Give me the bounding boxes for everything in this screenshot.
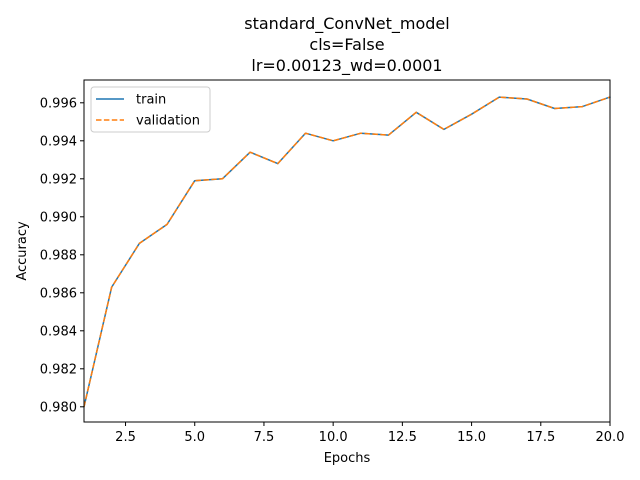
title-line-2: cls=False [309, 35, 384, 54]
x-axis-label: Epochs [324, 451, 371, 466]
chart-title: standard_ConvNet_model cls=False lr=0.00… [244, 14, 449, 76]
y-tick-label: 0.986 [40, 286, 77, 301]
x-tick-label: 10.0 [319, 430, 348, 445]
y-axis-label: Accuracy [15, 221, 30, 281]
y-tick-label: 0.992 [40, 172, 77, 187]
legend-label-train: train [136, 93, 166, 108]
plot-area [83, 79, 611, 423]
x-tick-label: 12.5 [388, 430, 417, 445]
x-axis: 2.5 5.0 7.5 10.0 12.5 15.0 17.5 20.0 [115, 422, 624, 445]
y-tick-label: 0.994 [40, 134, 77, 149]
y-tick-label: 0.984 [40, 324, 77, 339]
series-line-train [83, 96, 611, 408]
y-tick-label: 0.988 [40, 248, 77, 263]
x-tick-label: 7.5 [254, 430, 275, 445]
x-tick-label: 15.0 [457, 430, 486, 445]
plot-frame [83, 79, 611, 423]
y-tick-label: 0.990 [40, 210, 77, 225]
legend-label-validation: validation [136, 114, 200, 129]
title-line-3: lr=0.00123_wd=0.0001 [251, 56, 442, 76]
x-tick-label: 2.5 [115, 430, 136, 445]
title-line-1: standard_ConvNet_model [244, 14, 449, 34]
y-axis: 0.980 0.982 0.984 0.986 0.988 0.990 0.992 0.994… [40, 96, 84, 415]
legend: train validation [90, 86, 211, 133]
series-layer [83, 96, 611, 408]
x-tick-label: 17.5 [526, 430, 555, 445]
y-tick-label: 0.980 [40, 400, 77, 415]
y-tick-label: 0.982 [40, 362, 77, 377]
y-tick-label: 0.996 [40, 96, 77, 111]
x-tick-label: 5.0 [184, 430, 205, 445]
series-line-validation [83, 96, 611, 407]
x-tick-label: 20.0 [596, 430, 625, 445]
